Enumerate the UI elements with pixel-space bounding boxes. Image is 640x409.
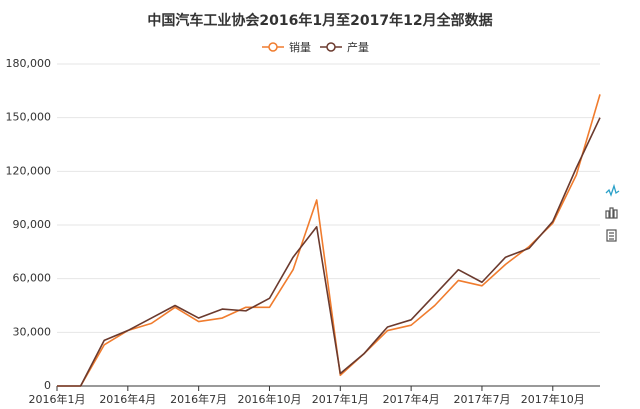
- x-tick-label: 2017年1月: [312, 392, 369, 406]
- series-line: [57, 117, 601, 387]
- x-tick-label: 2016年1月: [29, 392, 86, 406]
- toolbox[interactable]: [605, 183, 620, 242]
- series-line: [57, 94, 601, 387]
- y-tick-label: 120,000: [6, 164, 52, 177]
- line-view-button[interactable]: [605, 183, 620, 197]
- chart-title: 中国汽车工业协会2016年1月至2017年12月全部数据: [147, 12, 492, 29]
- legend-label: 销量: [289, 40, 311, 54]
- bar-view-button[interactable]: [605, 207, 618, 219]
- y-tick-label: 30,000: [13, 325, 52, 338]
- x-tick-label: 2016年4月: [99, 392, 156, 406]
- y-tick-label: 90,000: [13, 218, 52, 231]
- x-tick-label: 2016年7月: [170, 392, 227, 406]
- legend-marker: [326, 42, 336, 52]
- x-tick-label: 2017年10月: [521, 392, 585, 406]
- x-tick-label: 2017年4月: [383, 392, 440, 406]
- x-tick-label: 2016年10月: [237, 392, 301, 406]
- data-view-button[interactable]: [606, 229, 617, 242]
- y-tick-label: 180,000: [6, 57, 52, 70]
- y-tick-label: 150,000: [6, 111, 52, 124]
- y-tick-label: 0: [44, 379, 51, 392]
- y-tick-label: 60,000: [13, 272, 52, 285]
- legend-marker: [268, 42, 278, 52]
- legend-label: 产量: [347, 40, 369, 54]
- x-tick-label: 2017年7月: [453, 392, 510, 406]
